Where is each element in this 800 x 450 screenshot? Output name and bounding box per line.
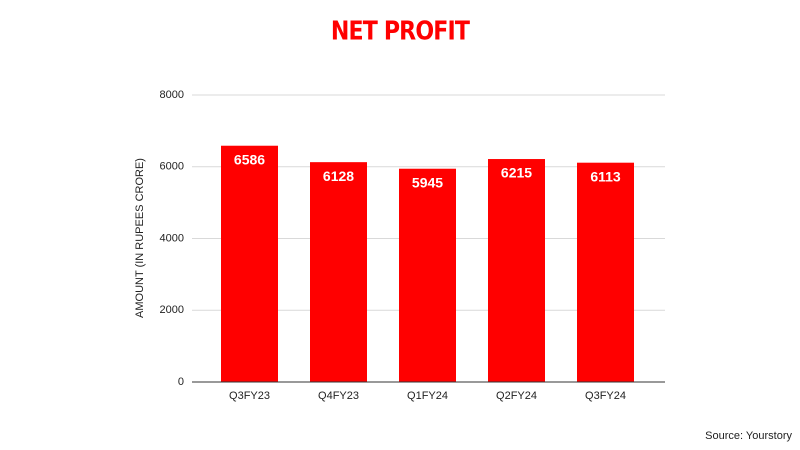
y-tick-label: 4000 — [160, 232, 184, 244]
bar — [221, 145, 278, 382]
x-tick-label: Q2FY24 — [496, 390, 537, 402]
source-note: Source: Yourstory — [705, 430, 792, 442]
data-label: 6215 — [501, 165, 532, 181]
x-tick-label: Q1FY24 — [407, 390, 448, 402]
bar — [310, 162, 367, 382]
bar — [488, 159, 545, 382]
x-tick-label: Q3FY23 — [229, 390, 270, 402]
bar — [577, 162, 634, 382]
y-axis-label: AMOUNT (IN RUPEES CRORE) — [134, 158, 146, 318]
x-tick-label: Q4FY23 — [318, 390, 359, 402]
y-tick-label: 6000 — [160, 161, 184, 173]
y-tick-label: 2000 — [160, 304, 184, 316]
y-tick-label: 0 — [178, 376, 184, 388]
data-label: 6113 — [590, 168, 621, 184]
data-label: 6586 — [234, 151, 265, 167]
data-label: 6128 — [323, 168, 354, 184]
bar — [399, 168, 456, 382]
chart-title: NET PROFIT — [331, 16, 470, 46]
data-label: 5945 — [412, 174, 443, 190]
y-tick-label: 8000 — [160, 89, 184, 101]
x-tick-label: Q3FY24 — [585, 390, 626, 402]
